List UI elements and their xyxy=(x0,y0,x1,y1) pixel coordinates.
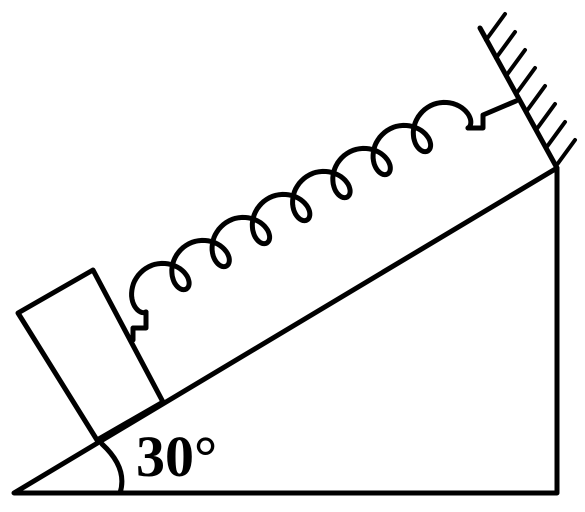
fixed-wall xyxy=(477,25,560,171)
angle-arc xyxy=(99,441,125,496)
wall-hatch-mark xyxy=(514,66,537,96)
block xyxy=(15,267,166,443)
wall-hatching xyxy=(484,12,577,168)
inclined-plane-triangle xyxy=(11,165,560,496)
spring-wall-connector xyxy=(465,98,519,131)
wall-hatch-mark xyxy=(534,102,557,132)
wall-hatch-mark xyxy=(494,30,517,60)
wall-hatch-mark xyxy=(524,84,547,114)
wall-hatch-mark xyxy=(484,12,507,42)
wall-hatch-mark xyxy=(544,120,567,150)
wall-hatch-mark xyxy=(554,138,577,168)
angle-label: 30° xyxy=(136,424,217,489)
spring-block-connector xyxy=(130,309,149,343)
wall-hatch-mark xyxy=(504,48,527,78)
spring-coil xyxy=(129,99,474,316)
